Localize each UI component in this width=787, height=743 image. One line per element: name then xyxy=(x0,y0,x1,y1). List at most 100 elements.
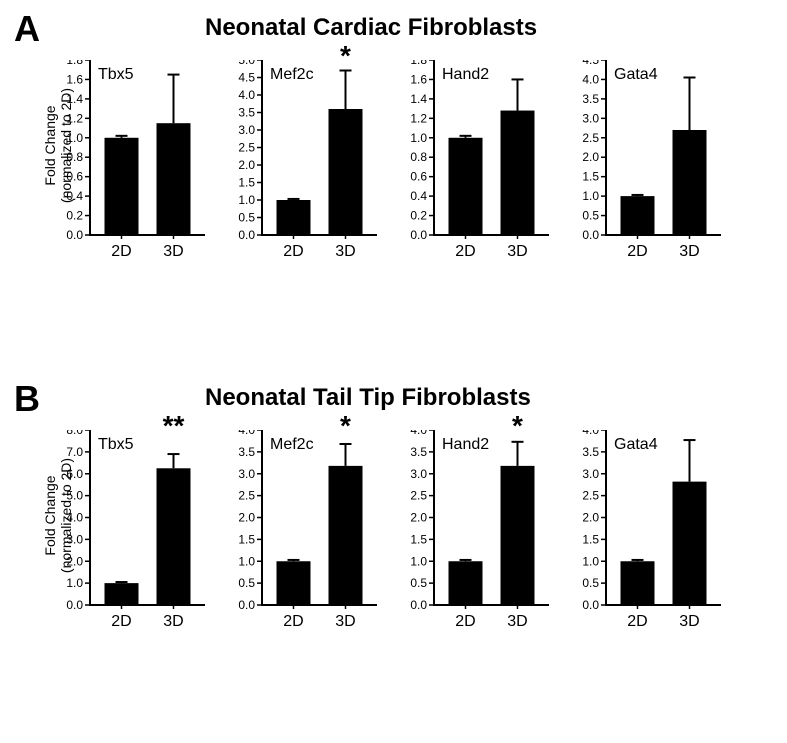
significance-marker: * xyxy=(498,410,538,442)
bar xyxy=(449,138,483,235)
svg-text:4.0: 4.0 xyxy=(238,430,255,437)
svg-text:0.0: 0.0 xyxy=(66,228,83,239)
svg-text:1.0: 1.0 xyxy=(582,189,599,203)
svg-text:1.6: 1.6 xyxy=(410,72,427,86)
svg-text:7.0: 7.0 xyxy=(66,445,83,459)
x-tick-label: 3D xyxy=(328,243,364,261)
svg-text:5.0: 5.0 xyxy=(66,489,83,503)
svg-text:1.0: 1.0 xyxy=(410,131,427,145)
svg-text:0.0: 0.0 xyxy=(410,228,427,239)
row-a: Fold Change (normalized to 2D)0.00.20.40… xyxy=(90,60,780,310)
svg-text:4.5: 4.5 xyxy=(238,71,255,85)
svg-text:1.8: 1.8 xyxy=(66,60,83,67)
plot-svg: 0.00.20.40.60.81.01.21.41.61.8 xyxy=(406,60,557,239)
x-tick-label: 3D xyxy=(672,243,708,261)
x-tick-label: 2D xyxy=(448,613,484,631)
x-tick-label: 2D xyxy=(104,243,140,261)
gene-label: Tbx5 xyxy=(98,436,134,454)
svg-text:4.0: 4.0 xyxy=(66,511,83,525)
x-tick-label: 3D xyxy=(156,243,192,261)
svg-text:1.0: 1.0 xyxy=(66,576,83,590)
chart-rowA-gata4: 0.00.51.01.52.02.53.03.54.04.5Gata42D3D xyxy=(606,60,756,295)
svg-text:1.2: 1.2 xyxy=(410,111,427,125)
svg-text:2.0: 2.0 xyxy=(410,511,427,525)
bar xyxy=(673,130,707,235)
svg-text:8.0: 8.0 xyxy=(66,430,83,437)
svg-text:3.5: 3.5 xyxy=(582,445,599,459)
bar xyxy=(621,196,655,235)
svg-text:1.5: 1.5 xyxy=(582,532,599,546)
bar xyxy=(329,109,363,235)
x-tick-label: 3D xyxy=(500,243,536,261)
svg-text:0.0: 0.0 xyxy=(238,598,255,609)
svg-text:6.0: 6.0 xyxy=(66,467,83,481)
svg-text:0.2: 0.2 xyxy=(66,209,83,223)
section-title-a: Neonatal Cardiac Fibroblasts xyxy=(205,14,537,42)
gene-label: Tbx5 xyxy=(98,66,134,84)
svg-text:0.0: 0.0 xyxy=(582,598,599,609)
significance-marker: * xyxy=(326,410,366,442)
svg-text:2.5: 2.5 xyxy=(582,489,599,503)
bar xyxy=(277,200,311,235)
svg-text:0.5: 0.5 xyxy=(582,576,599,590)
plot-svg: 0.00.51.01.52.02.53.03.54.04.55.0 xyxy=(234,60,385,239)
svg-text:3.5: 3.5 xyxy=(238,106,255,120)
svg-text:4.0: 4.0 xyxy=(238,88,255,102)
svg-text:0.4: 0.4 xyxy=(66,189,83,203)
x-tick-label: 3D xyxy=(672,613,708,631)
svg-text:3.0: 3.0 xyxy=(582,467,599,481)
chart-rowB-tbx5: Fold Change (normalized to 2D)0.01.02.03… xyxy=(90,430,240,665)
svg-text:2.5: 2.5 xyxy=(582,131,599,145)
svg-text:4.0: 4.0 xyxy=(582,430,599,437)
svg-text:1.0: 1.0 xyxy=(238,193,255,207)
x-tick-label: 2D xyxy=(620,613,656,631)
gene-label: Hand2 xyxy=(442,436,489,454)
svg-text:1.5: 1.5 xyxy=(238,532,255,546)
svg-text:0.5: 0.5 xyxy=(410,576,427,590)
plot-svg: 0.00.51.01.52.02.53.03.54.0 xyxy=(406,430,557,609)
svg-text:0.8: 0.8 xyxy=(66,150,83,164)
bar xyxy=(157,123,191,235)
bar xyxy=(329,466,363,605)
svg-text:3.0: 3.0 xyxy=(410,467,427,481)
svg-text:0.0: 0.0 xyxy=(66,598,83,609)
gene-label: Hand2 xyxy=(442,66,489,84)
svg-text:0.4: 0.4 xyxy=(410,189,427,203)
svg-text:1.4: 1.4 xyxy=(66,92,83,106)
bar xyxy=(105,583,139,605)
svg-text:0.0: 0.0 xyxy=(582,228,599,239)
figure: A Neonatal Cardiac Fibroblasts Fold Chan… xyxy=(0,0,787,743)
gene-label: Mef2c xyxy=(270,66,314,84)
svg-text:1.0: 1.0 xyxy=(66,131,83,145)
x-tick-label: 2D xyxy=(276,613,312,631)
x-tick-label: 2D xyxy=(104,613,140,631)
svg-text:1.5: 1.5 xyxy=(410,532,427,546)
chart-rowA-mef2c: 0.00.51.01.52.02.53.03.54.04.55.0Mef2c*2… xyxy=(262,60,412,295)
svg-text:3.5: 3.5 xyxy=(582,92,599,106)
chart-rowB-hand2: 0.00.51.01.52.02.53.03.54.0Hand2*2D3D xyxy=(434,430,584,665)
svg-text:2.5: 2.5 xyxy=(238,141,255,155)
svg-text:3.0: 3.0 xyxy=(582,111,599,125)
plot-svg: 0.01.02.03.04.05.06.07.08.0 xyxy=(62,430,213,609)
gene-label: Gata4 xyxy=(614,436,658,454)
x-tick-label: 3D xyxy=(328,613,364,631)
chart-rowA-hand2: 0.00.20.40.60.81.01.21.41.61.8Hand22D3D xyxy=(434,60,584,295)
x-tick-label: 2D xyxy=(620,243,656,261)
bar xyxy=(673,482,707,605)
svg-text:1.0: 1.0 xyxy=(410,554,427,568)
svg-text:1.2: 1.2 xyxy=(66,111,83,125)
svg-text:0.5: 0.5 xyxy=(582,209,599,223)
plot-svg: 0.00.51.01.52.02.53.03.54.04.5 xyxy=(578,60,729,239)
bar xyxy=(449,561,483,605)
svg-text:3.5: 3.5 xyxy=(238,445,255,459)
svg-text:1.5: 1.5 xyxy=(582,170,599,184)
plot-svg: 0.00.20.40.60.81.01.21.41.61.8 xyxy=(62,60,213,239)
panel-letter-b: B xyxy=(14,378,40,420)
bar xyxy=(277,561,311,605)
chart-rowB-gata4: 0.00.51.01.52.02.53.03.54.0Gata42D3D xyxy=(606,430,756,665)
svg-text:2.0: 2.0 xyxy=(238,511,255,525)
x-tick-label: 2D xyxy=(276,243,312,261)
x-tick-label: 3D xyxy=(500,613,536,631)
bar xyxy=(105,138,139,235)
panel-letter-a: A xyxy=(14,8,40,50)
